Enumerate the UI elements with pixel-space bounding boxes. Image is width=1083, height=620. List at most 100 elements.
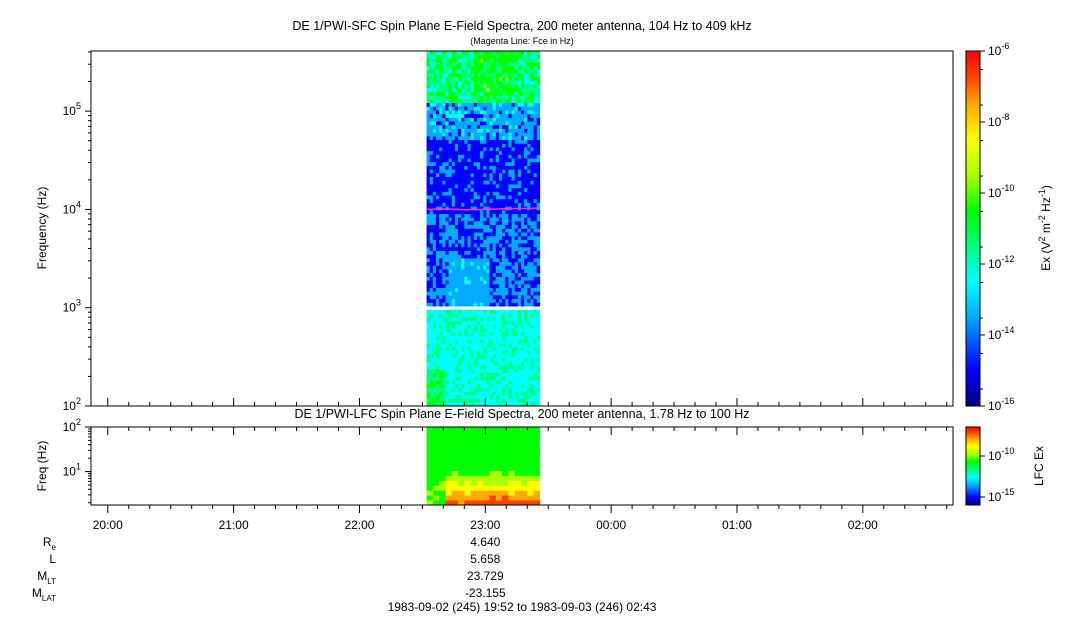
sfc-spectrogram-cell: [426, 147, 431, 152]
sfc-spectrogram-cell: [454, 235, 459, 240]
sfc-spectrogram-cell: [451, 121, 456, 126]
sfc-spectrogram-cell: [505, 84, 509, 89]
sfc-spectrogram-cell: [514, 269, 519, 274]
sfc-spectrogram-cell: [486, 269, 490, 274]
sfc-spectrogram-cell: [461, 224, 465, 229]
sfc-spectrogram-cell: [476, 246, 481, 251]
sfc-spectrogram-cell: [514, 339, 519, 344]
sfc-spectrogram-cell: [498, 365, 503, 370]
sfc-spectrogram-cell: [486, 187, 490, 192]
sfc-spectrogram-cell: [486, 291, 490, 296]
sfc-spectrogram-cell: [480, 291, 484, 296]
sfc-spectrogram-cell: [492, 398, 497, 403]
lfc-spectrogram-cell: [533, 431, 541, 438]
sfc-spectrogram-cell: [492, 272, 497, 277]
sfc-spectrogram-cell: [461, 62, 465, 67]
sfc-spectrogram-cell: [454, 291, 459, 296]
sfc-spectrogram-cell: [461, 235, 465, 240]
sfc-spectrogram-cell: [505, 158, 509, 163]
sfc-spectrogram-cell: [511, 191, 515, 196]
sfc-spectrogram-cell: [533, 228, 537, 233]
sfc-spectrogram-cell: [439, 132, 443, 137]
sfc-spectrogram-cell: [454, 117, 459, 122]
sfc-spectrogram-cell: [436, 246, 440, 251]
sfc-spectrogram-cell: [511, 95, 515, 100]
sfc-spectrogram-cell: [432, 184, 437, 189]
lfc-spectrogram-cell: [439, 427, 446, 433]
sfc-spectrogram-cell: [467, 383, 471, 388]
sfc-spectrogram-cell: [530, 121, 534, 126]
sfc-spectrogram-cell: [483, 51, 487, 55]
sfc-spectrogram-cell: [502, 254, 506, 259]
sfc-spectrogram-cell: [505, 165, 509, 170]
sfc-spectrogram-cell: [495, 87, 500, 92]
lfc-spectrogram-cell: [527, 431, 534, 438]
sfc-spectrogram-cell: [480, 357, 484, 362]
sfc-spectrogram-cell: [448, 313, 453, 318]
sfc-spectrogram-cell: [442, 139, 446, 144]
sfc-spectrogram-cell: [498, 143, 503, 148]
sfc-spectrogram-cell: [524, 228, 528, 233]
sfc-spectrogram-cell: [458, 398, 462, 403]
sfc-spectrogram-cell: [426, 320, 431, 325]
sfc-spectrogram-cell: [483, 76, 487, 81]
sfc-spectrogram-cell: [445, 180, 449, 185]
sfc-spectrogram-cell: [426, 283, 431, 288]
sfc-spectrogram-cell: [527, 139, 531, 144]
lfc-spectrogram-cell: [489, 490, 497, 496]
sfc-spectrogram-cell: [498, 69, 503, 74]
sfc-spectrogram-cell: [508, 287, 512, 292]
sfc-spectrogram-cell: [439, 291, 443, 296]
sfc-spectrogram-cell: [473, 346, 478, 351]
sfc-spectrogram-cell: [448, 265, 453, 270]
sfc-spectrogram-cell: [486, 232, 490, 237]
lfc-spectrogram-cell: [426, 485, 434, 491]
sfc-spectrogram-cell: [495, 132, 500, 137]
sfc-spectrogram-cell: [489, 346, 493, 351]
sfc-spectrogram-cell: [489, 235, 493, 240]
sfc-spectrogram-cell: [533, 291, 537, 296]
lfc-spectrogram-cell: [520, 480, 528, 486]
sfc-spectrogram-cell: [511, 246, 515, 251]
lfc-spectrogram-cell: [502, 490, 509, 496]
lfc-spectrogram-cell: [483, 500, 490, 506]
sfc-spectrogram-cell: [502, 250, 506, 255]
sfc-spectrogram-cell: [480, 313, 484, 318]
sfc-spectrogram-cell: [439, 346, 443, 351]
sfc-spectrogram-cell: [483, 276, 487, 281]
sfc-spectrogram-cell: [527, 372, 531, 377]
sfc-spectrogram-cell: [505, 80, 509, 85]
sfc-spectrogram-cell: [511, 302, 515, 307]
sfc-spectrogram-cell: [436, 84, 440, 89]
lfc-spectrogram-cell: [451, 436, 459, 442]
sfc-spectrogram-cell: [495, 246, 500, 251]
sfc-spectrogram-cell: [502, 295, 506, 300]
sfc-spectrogram-cell: [517, 313, 522, 318]
sfc-spectrogram-cell: [498, 291, 503, 296]
sfc-spectrogram-cell: [533, 261, 537, 266]
sfc-spectrogram-cell: [436, 361, 440, 366]
sfc-spectrogram-cell: [502, 313, 506, 318]
sfc-spectrogram-cell: [429, 54, 434, 59]
sfc-spectrogram-cell: [467, 335, 471, 340]
sfc-spectrogram-cell: [467, 402, 471, 407]
sfc-spectrogram-cell: [536, 143, 541, 148]
sfc-spectrogram-cell: [473, 239, 478, 244]
sfc-spectrogram-cell: [527, 87, 531, 92]
sfc-spectrogram-cell: [454, 298, 459, 303]
sfc-spectrogram-cell: [458, 346, 462, 351]
sfc-spectrogram-cell: [502, 99, 506, 104]
sfc-spectrogram-cell: [451, 87, 456, 92]
sfc-spectrogram-cell: [527, 110, 531, 115]
sfc-spectrogram-cell: [439, 69, 443, 74]
sfc-spectrogram-cell: [533, 298, 537, 303]
sfc-spectrogram-cell: [514, 139, 519, 144]
sfc-spectrogram-cell: [527, 73, 531, 78]
sfc-spectrogram-cell: [505, 269, 509, 274]
sfc-spectrogram-cell: [458, 124, 462, 129]
sfc-spectrogram-cell: [530, 391, 534, 396]
sfc-spectrogram-cell: [464, 346, 468, 351]
sfc-spectrogram-cell: [489, 76, 493, 81]
sfc-spectrogram-cell: [508, 198, 512, 203]
sfc-spectrogram-cell: [483, 324, 487, 329]
